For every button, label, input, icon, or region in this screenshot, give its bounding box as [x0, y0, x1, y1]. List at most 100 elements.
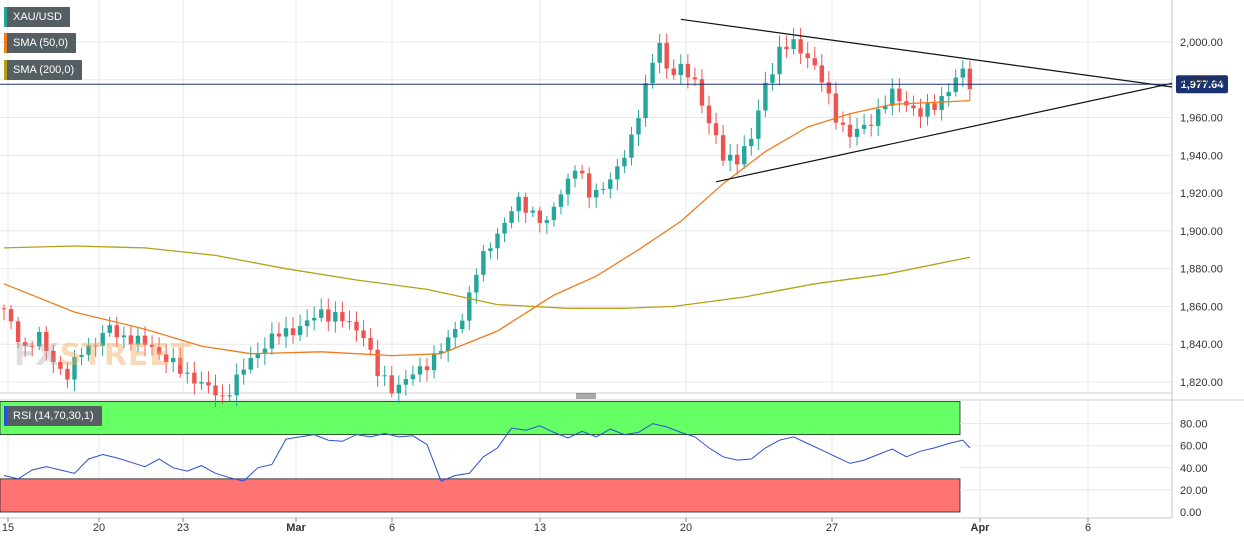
candle — [333, 301, 338, 333]
candle-body — [608, 179, 613, 189]
candle — [784, 35, 789, 58]
candle — [44, 326, 49, 361]
legend-symbol[interactable]: XAU/USD — [4, 7, 70, 27]
candle — [685, 54, 691, 89]
x-tick-label: 6 — [1085, 522, 1091, 534]
candle — [375, 339, 380, 387]
candle — [30, 340, 35, 357]
x-tick-label: 27 — [826, 522, 838, 534]
legend-sma50[interactable]: SMA (50,0) — [4, 33, 77, 53]
candle-body — [248, 358, 253, 370]
candle-body — [890, 88, 895, 106]
candle — [939, 87, 944, 121]
candle — [713, 112, 719, 144]
candle-body — [805, 53, 810, 59]
candle-body — [114, 325, 119, 338]
candle — [142, 326, 148, 357]
candle-body — [502, 222, 507, 234]
candle — [347, 310, 352, 330]
candle-body — [86, 345, 91, 355]
candle — [213, 374, 218, 407]
candle — [798, 27, 803, 65]
candle — [544, 215, 550, 235]
candle-body — [847, 124, 853, 137]
candle-body — [72, 356, 77, 380]
x-tick-label: 20 — [680, 522, 692, 534]
candle-body — [417, 366, 423, 375]
candle-body — [749, 138, 754, 147]
candle-body — [100, 332, 105, 346]
candle — [474, 268, 479, 304]
candle-body — [93, 345, 98, 347]
candle — [93, 337, 98, 357]
candle — [163, 344, 169, 374]
candle — [953, 69, 958, 97]
rsi-tick-label: 60.00 — [1180, 441, 1208, 453]
candle-body — [375, 349, 380, 376]
candle — [509, 206, 514, 229]
candle-body — [706, 105, 712, 124]
candle-body — [15, 321, 21, 343]
legend-rsi-label: RSI (14,70,30,1) — [13, 410, 94, 422]
candle — [523, 192, 528, 223]
candle-body — [382, 375, 387, 377]
candle — [946, 83, 951, 107]
candle-body — [333, 312, 338, 322]
legend-rsi[interactable]: RSI (14,70,30,1) — [4, 406, 102, 426]
candle-body — [784, 46, 789, 50]
sma200-swatch — [4, 60, 7, 80]
candle — [960, 60, 965, 87]
candle-body — [171, 357, 176, 363]
candle-body — [861, 124, 867, 129]
candle — [664, 33, 669, 79]
candle-body — [544, 220, 550, 223]
candle-body — [185, 372, 190, 374]
candle-body — [643, 83, 648, 119]
candle-body — [276, 333, 282, 337]
candle-body — [953, 77, 958, 92]
candle — [643, 74, 648, 127]
candle-body — [763, 82, 768, 111]
candle — [770, 62, 775, 91]
y-tick-label: 1,840.00 — [1180, 339, 1223, 351]
rsi-swatch — [4, 406, 7, 426]
candle-body — [192, 372, 197, 384]
candle — [171, 347, 176, 373]
candle — [678, 54, 683, 85]
candle — [671, 59, 676, 80]
candle — [51, 344, 56, 373]
candle — [241, 358, 246, 385]
candle-body — [883, 105, 888, 110]
trendline — [680, 18, 1172, 88]
candle-body — [128, 335, 134, 345]
candle-body — [326, 309, 331, 322]
candle-body — [361, 330, 366, 339]
candle — [248, 346, 253, 374]
candle-body — [319, 309, 324, 318]
candle-body — [699, 79, 705, 106]
candle — [622, 150, 627, 173]
candle — [445, 329, 451, 362]
candle-body — [586, 173, 592, 198]
candle-body — [565, 178, 571, 195]
candle — [615, 159, 620, 191]
candle-body — [770, 74, 775, 83]
candle — [220, 384, 225, 405]
candle-body — [727, 154, 733, 161]
candle — [756, 99, 761, 151]
y-tick-label: 1,880.00 — [1180, 264, 1223, 276]
candle-body — [551, 206, 557, 221]
candle — [727, 144, 733, 172]
candle — [72, 350, 77, 391]
candle — [925, 93, 930, 126]
candle — [488, 242, 493, 259]
candle-body — [368, 338, 373, 350]
candle — [283, 316, 289, 348]
candle — [178, 347, 183, 378]
legend-sma200[interactable]: SMA (200,0) — [4, 60, 83, 80]
candle — [883, 95, 888, 114]
sma200-line — [3, 245, 971, 309]
candle — [65, 362, 70, 388]
candle — [100, 324, 105, 356]
